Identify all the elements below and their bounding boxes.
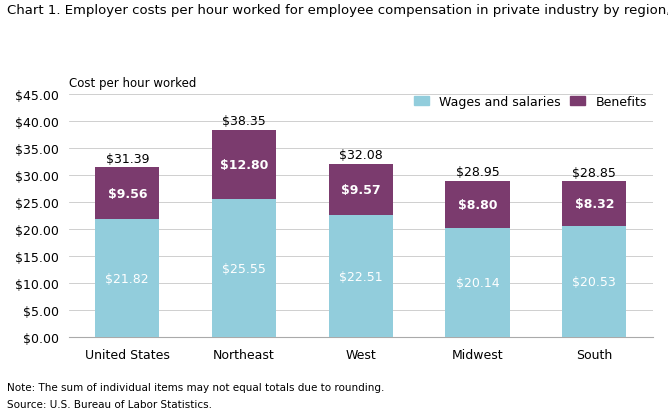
- Text: $21.82: $21.82: [106, 272, 149, 285]
- Text: $20.53: $20.53: [572, 275, 616, 289]
- Text: $9.57: $9.57: [341, 183, 381, 197]
- Legend: Wages and salaries, Benefits: Wages and salaries, Benefits: [413, 96, 647, 109]
- Text: $9.56: $9.56: [108, 187, 147, 200]
- Text: $12.80: $12.80: [220, 158, 269, 171]
- Text: $31.39: $31.39: [106, 153, 149, 166]
- Text: $8.32: $8.32: [574, 197, 614, 211]
- Bar: [329, 164, 393, 216]
- Text: $28.85: $28.85: [572, 166, 617, 179]
- Text: $25.55: $25.55: [222, 262, 266, 275]
- Text: Chart 1. Employer costs per hour worked for employee compensation in private ind: Chart 1. Employer costs per hour worked …: [7, 4, 668, 17]
- Text: Source: U.S. Bureau of Labor Statistics.: Source: U.S. Bureau of Labor Statistics.: [7, 399, 212, 409]
- Bar: [212, 199, 276, 337]
- Bar: [446, 181, 510, 229]
- Text: Cost per hour worked: Cost per hour worked: [69, 77, 196, 90]
- Bar: [562, 182, 627, 227]
- Text: $32.08: $32.08: [339, 149, 383, 162]
- Bar: [212, 130, 276, 199]
- Bar: [95, 168, 160, 220]
- Text: $22.51: $22.51: [339, 270, 383, 283]
- Bar: [95, 220, 160, 337]
- Text: $28.95: $28.95: [456, 166, 500, 179]
- Text: $20.14: $20.14: [456, 277, 500, 290]
- Text: $8.80: $8.80: [458, 198, 497, 211]
- Bar: [446, 229, 510, 337]
- Bar: [329, 216, 393, 337]
- Bar: [562, 227, 627, 337]
- Text: Note: The sum of individual items may not equal totals due to rounding.: Note: The sum of individual items may no…: [7, 382, 384, 392]
- Text: $38.35: $38.35: [222, 115, 266, 128]
